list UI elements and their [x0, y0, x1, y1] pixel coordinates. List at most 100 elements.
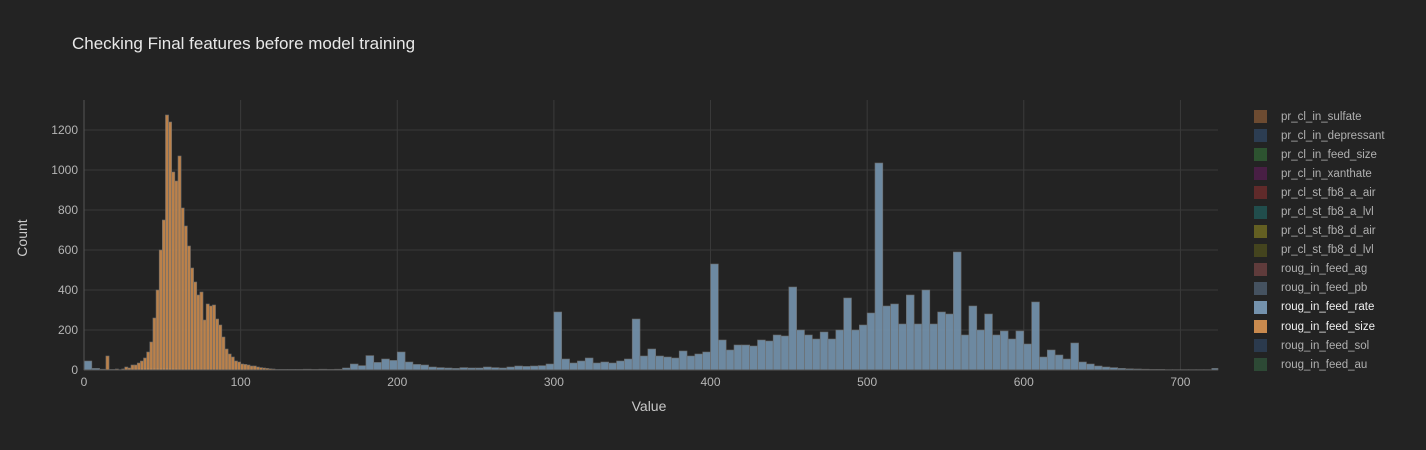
- histogram-bar: [733, 344, 743, 371]
- histogram-bar: [999, 330, 1009, 371]
- legend-swatch: [1254, 186, 1267, 200]
- histogram-bar: [1093, 365, 1103, 371]
- histogram-bar: [130, 364, 135, 371]
- legend-label: roug_in_feed_sol: [1281, 339, 1370, 352]
- y-tick-label: 400: [58, 283, 78, 297]
- histogram-bar: [1023, 343, 1032, 371]
- legend-item-roug_in_feed_sol[interactable]: roug_in_feed_sol: [1254, 336, 1385, 355]
- histogram-bar: [718, 339, 727, 371]
- legend-label: pr_cl_in_depressant: [1281, 129, 1385, 142]
- histogram-bar: [631, 318, 641, 371]
- histogram-bar: [851, 329, 860, 371]
- histogram-bar: [381, 358, 390, 371]
- histogram-bar: [252, 365, 257, 371]
- histogram-bar: [522, 366, 531, 371]
- legend-label: pr_cl_in_xanthate: [1281, 167, 1372, 180]
- histogram-bar: [83, 360, 93, 371]
- histogram-bar: [183, 225, 188, 371]
- histogram-bar: [199, 291, 204, 371]
- histogram-bar: [174, 180, 179, 371]
- legend-swatch: [1254, 281, 1267, 295]
- histogram-bar: [1007, 338, 1017, 371]
- legend-label: roug_in_feed_size: [1281, 320, 1375, 333]
- histogram-bar: [741, 344, 750, 371]
- legend-item-roug_in_feed_size[interactable]: roug_in_feed_size: [1254, 317, 1385, 336]
- histogram-bar: [663, 356, 672, 371]
- histogram-bar: [187, 245, 191, 371]
- legend-item-pr_cl_st_fb8_a_air[interactable]: pr_cl_st_fb8_a_air: [1254, 183, 1385, 202]
- y-tick-label: 1200: [51, 123, 78, 137]
- histogram-bar: [1054, 354, 1064, 371]
- legend-swatch: [1254, 224, 1267, 238]
- histogram-bar: [140, 360, 144, 371]
- histogram-bar: [202, 319, 207, 371]
- y-tick-label: 200: [58, 323, 78, 337]
- histogram-bar: [1078, 361, 1087, 371]
- histogram-bar: [143, 357, 147, 371]
- legend-swatch: [1254, 167, 1267, 181]
- legend-item-pr_cl_st_fb8_d_lvl[interactable]: pr_cl_st_fb8_d_lvl: [1254, 241, 1385, 260]
- legend-item-pr_cl_in_depressant[interactable]: pr_cl_in_depressant: [1254, 126, 1385, 145]
- legend-label: pr_cl_in_sulfate: [1281, 110, 1362, 123]
- histogram-bar: [193, 281, 198, 371]
- histogram-bar: [984, 313, 993, 371]
- legend-swatch: [1254, 110, 1267, 124]
- histogram-bar: [749, 345, 758, 371]
- legend-item-pr_cl_st_fb8_d_air[interactable]: pr_cl_st_fb8_d_air: [1254, 222, 1385, 241]
- legend-item-roug_in_feed_pb[interactable]: roug_in_feed_pb: [1254, 279, 1385, 298]
- histogram-bar: [553, 311, 563, 371]
- chart-title: Checking Final features before model tra…: [72, 34, 416, 53]
- histogram-bar: [929, 323, 938, 371]
- x-tick-label: 400: [701, 375, 721, 389]
- legend-item-pr_cl_in_sulfate[interactable]: pr_cl_in_sulfate: [1254, 107, 1385, 126]
- legend-swatch: [1254, 129, 1267, 143]
- histogram-bar: [365, 355, 375, 371]
- histogram-bar: [600, 361, 610, 371]
- histogram-bar: [158, 249, 163, 371]
- legend-label: pr_cl_st_fb8_d_lvl: [1281, 244, 1374, 257]
- histogram-bar: [639, 355, 649, 371]
- histogram-bar: [146, 351, 151, 371]
- histogram-bar: [788, 286, 797, 371]
- histogram-bar: [569, 362, 578, 371]
- histogram-bar: [757, 339, 766, 371]
- histogram-bar: [243, 364, 248, 371]
- y-axis-label: Count: [14, 219, 30, 256]
- histogram-bar: [827, 338, 837, 371]
- histogram-bar: [537, 365, 547, 371]
- x-tick-label: 200: [387, 375, 407, 389]
- histogram-bar: [780, 335, 790, 371]
- legend-item-pr_cl_in_feed_size[interactable]: pr_cl_in_feed_size: [1254, 145, 1385, 164]
- histogram-bar: [859, 324, 868, 371]
- x-tick-label: 100: [231, 375, 251, 389]
- histogram-bar: [396, 351, 406, 371]
- legend-label: pr_cl_st_fb8_a_lvl: [1281, 206, 1374, 219]
- histogram-bar: [913, 323, 923, 371]
- histogram-bar: [812, 338, 821, 371]
- legend: pr_cl_in_sulfate pr_cl_in_depressant pr_cl…: [1254, 107, 1385, 374]
- legend-item-pr_cl_in_xanthate[interactable]: pr_cl_in_xanthate: [1254, 164, 1385, 183]
- histogram-bar: [725, 349, 735, 371]
- histogram-bar: [819, 331, 829, 371]
- legend-label: roug_in_feed_ag: [1281, 263, 1368, 276]
- histogram-bar: [133, 364, 138, 371]
- legend-swatch: [1254, 339, 1267, 353]
- histogram-bar: [246, 364, 251, 371]
- histogram-bar: [960, 334, 970, 371]
- legend-swatch: [1254, 262, 1267, 276]
- legend-item-pr_cl_st_fb8_a_lvl[interactable]: pr_cl_st_fb8_a_lvl: [1254, 202, 1385, 221]
- histogram-bar: [890, 303, 899, 371]
- histogram-bar: [209, 305, 213, 371]
- legend-item-roug_in_feed_rate[interactable]: roug_in_feed_rate: [1254, 298, 1385, 317]
- histogram-bar: [412, 364, 422, 371]
- histogram-bar: [514, 365, 523, 371]
- legend-item-roug_in_feed_ag[interactable]: roug_in_feed_ag: [1254, 260, 1385, 279]
- histogram-bar: [1046, 349, 1056, 371]
- legend-item-roug_in_feed_au[interactable]: roug_in_feed_au: [1254, 355, 1385, 374]
- histogram-bar: [843, 297, 852, 371]
- histogram-bar: [686, 355, 696, 371]
- histogram-bar: [105, 355, 110, 371]
- histogram-bar: [136, 362, 141, 371]
- histogram-bar: [177, 155, 182, 371]
